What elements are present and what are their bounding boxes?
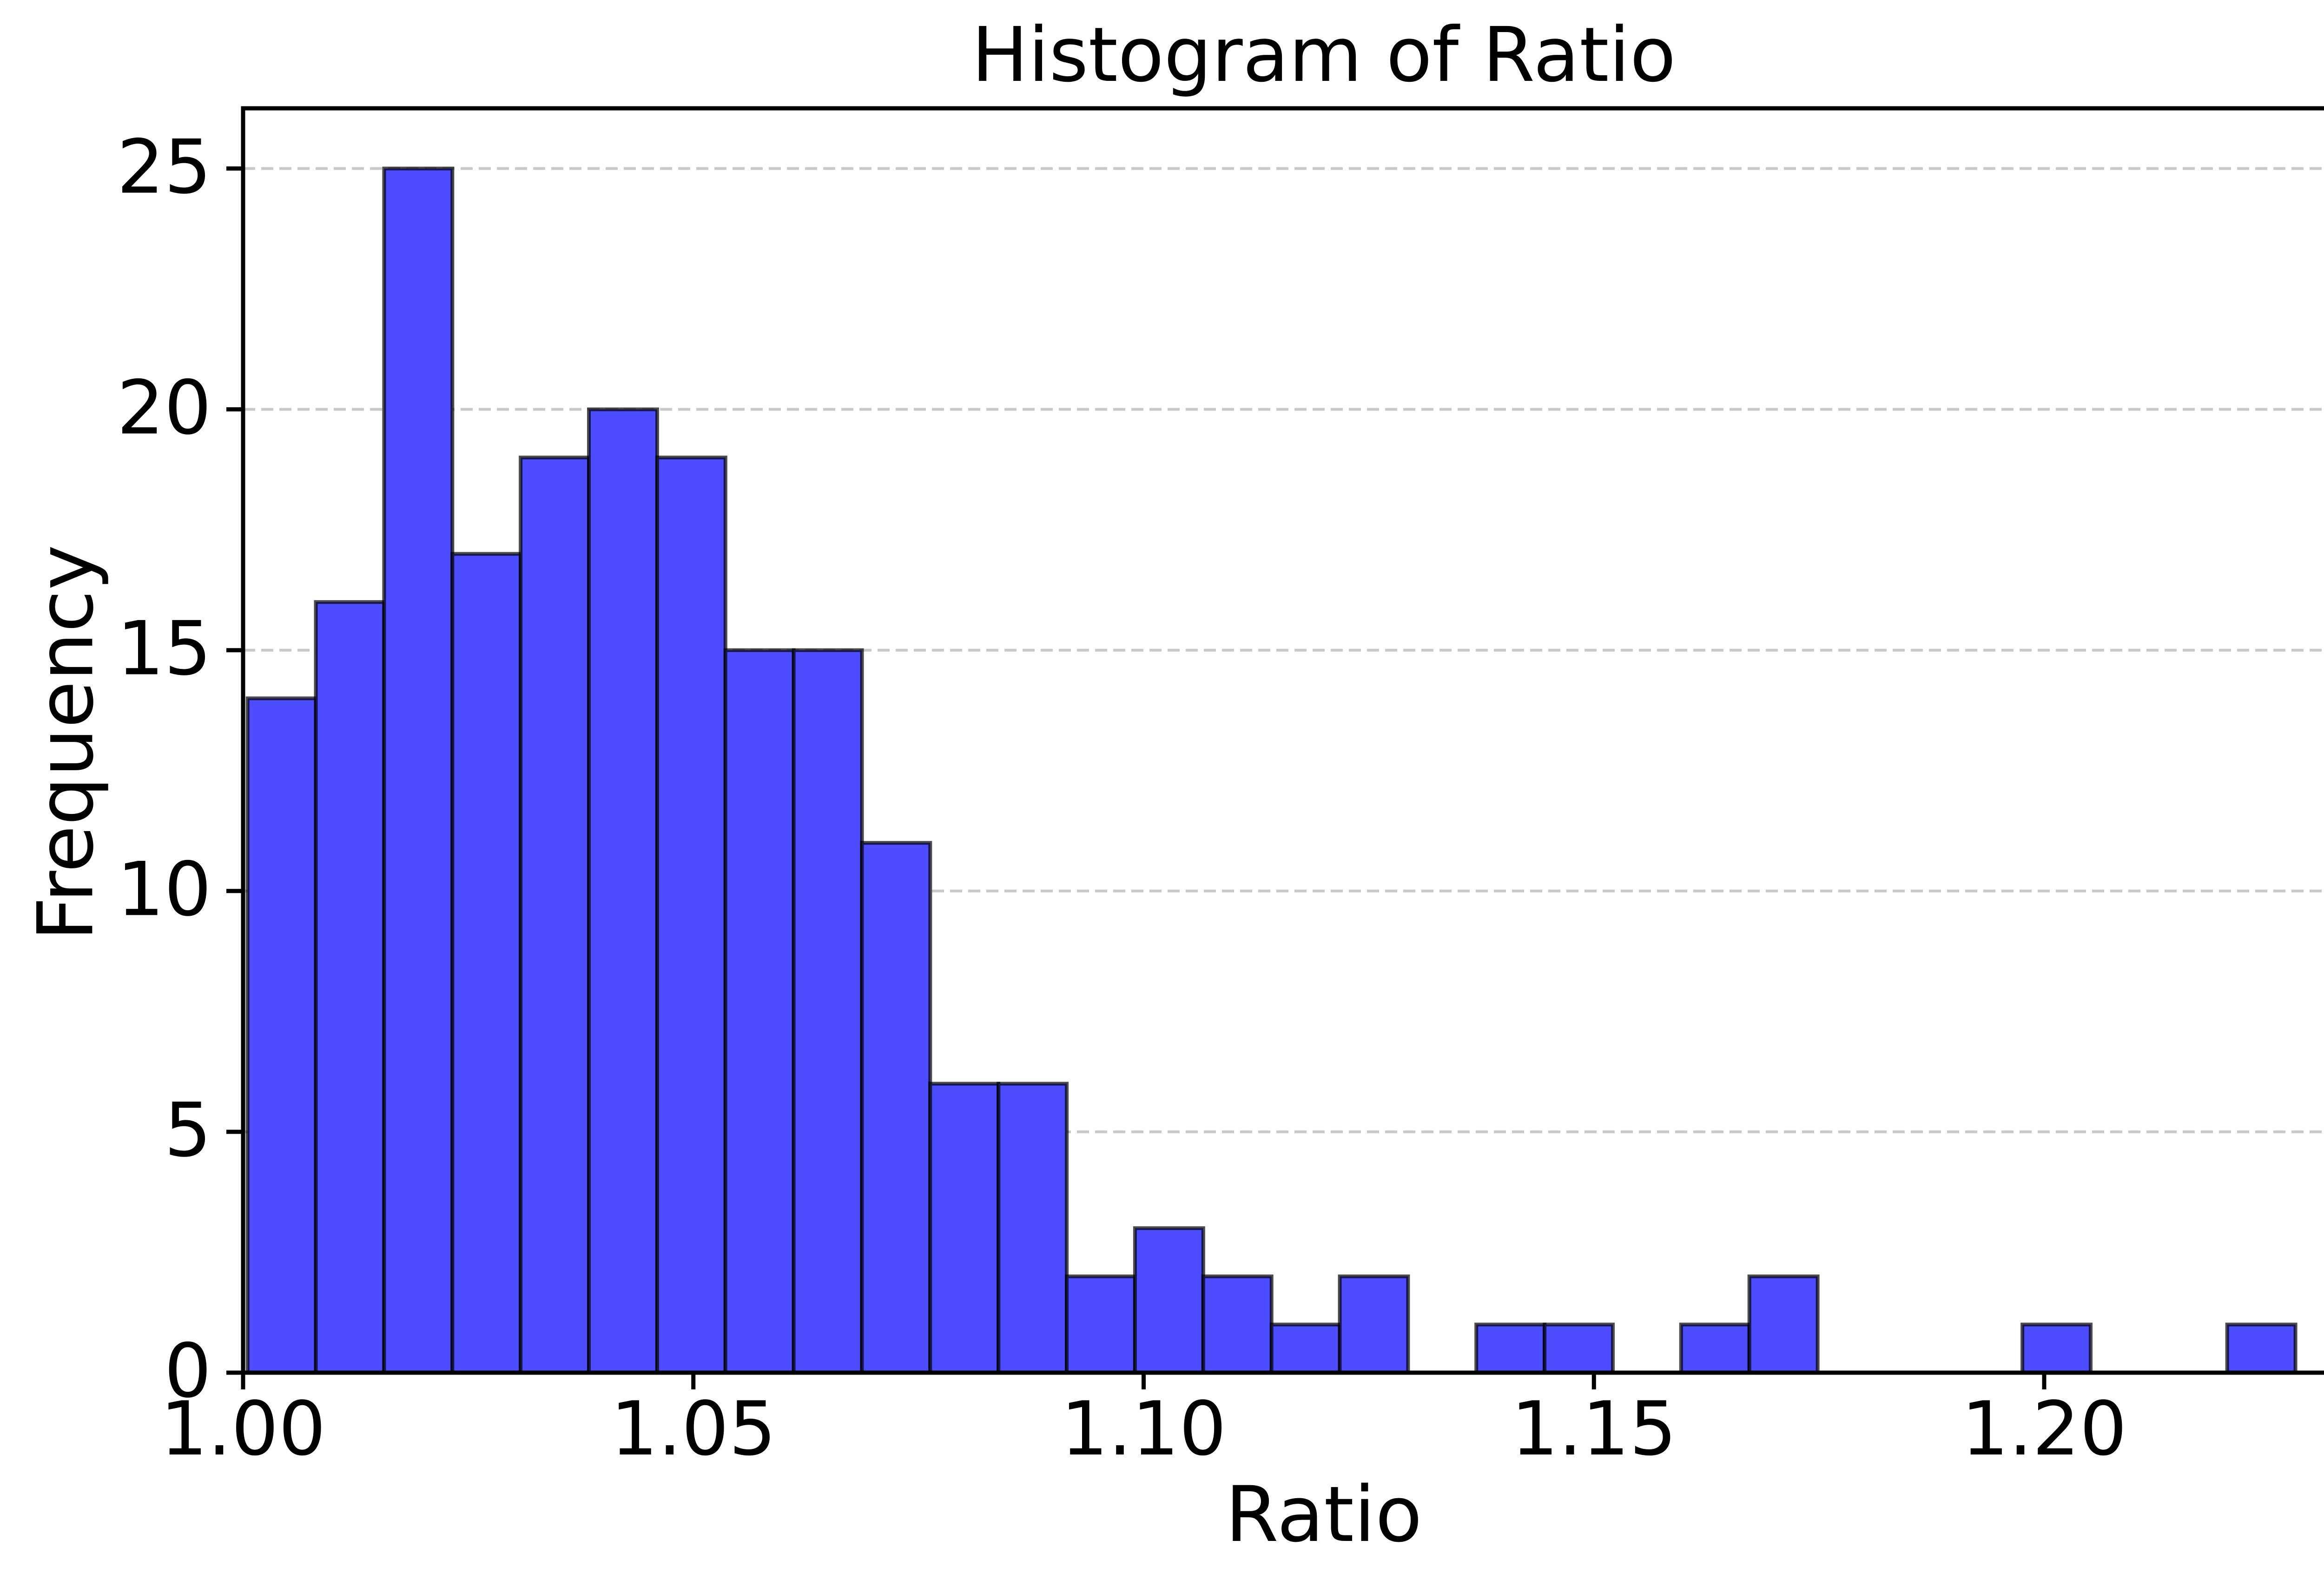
histogram-bar (1065, 1274, 1137, 1375)
y-tick-label-5: 5 (164, 1086, 211, 1174)
y-tick-label-0: 0 (164, 1327, 211, 1415)
histogram-bar (655, 456, 727, 1375)
histogram-bar (587, 407, 659, 1375)
histogram-bar (1338, 1274, 1410, 1375)
histogram-bar (2225, 1322, 2298, 1375)
x-tick-label-1.20: 1.20 (1961, 1385, 2127, 1472)
histogram-bar (792, 648, 864, 1375)
histogram-bar (1747, 1274, 1820, 1375)
axis-ticks (226, 166, 2047, 1389)
histogram-bar (928, 1082, 1001, 1375)
x-tick-label-1.00: 1.00 (160, 1385, 326, 1472)
x-tick-label-1.15: 1.15 (1511, 1385, 1677, 1472)
x-tick-label-1.05: 1.05 (610, 1385, 776, 1472)
histogram-bar (450, 552, 523, 1375)
histogram-bar (245, 696, 318, 1375)
y-tick-label-10: 10 (117, 846, 211, 933)
y-tick-label-15: 15 (117, 605, 211, 692)
axes-box (241, 106, 2324, 1375)
histogram-bar (382, 166, 455, 1375)
histogram-bar (1201, 1274, 1274, 1375)
histogram-bar (1133, 1226, 1205, 1375)
histogram-bar (1269, 1322, 1342, 1375)
axes-spines (241, 106, 2324, 1375)
histogram-bar (997, 1082, 1069, 1375)
y-axis-label: Frequency (21, 544, 111, 941)
histogram-bar (1543, 1322, 1615, 1375)
chart-title: Histogram of Ratio (971, 12, 1676, 99)
histogram-bar (860, 841, 932, 1375)
histogram-bars (245, 166, 2298, 1375)
x-axis-label: Ratio (1225, 1470, 1422, 1559)
gridlines (243, 167, 2324, 1133)
x-tick-label-1.10: 1.10 (1061, 1385, 1227, 1472)
y-tick-label-25: 25 (117, 123, 211, 210)
histogram-bar (2020, 1322, 2093, 1375)
y-tick-label-20: 20 (117, 364, 211, 451)
histogram-bar (314, 600, 386, 1375)
histogram-bar (519, 456, 591, 1375)
histogram-bar (723, 648, 796, 1375)
histogram-bar (1679, 1322, 1751, 1375)
histogram-bar (1474, 1322, 1547, 1375)
